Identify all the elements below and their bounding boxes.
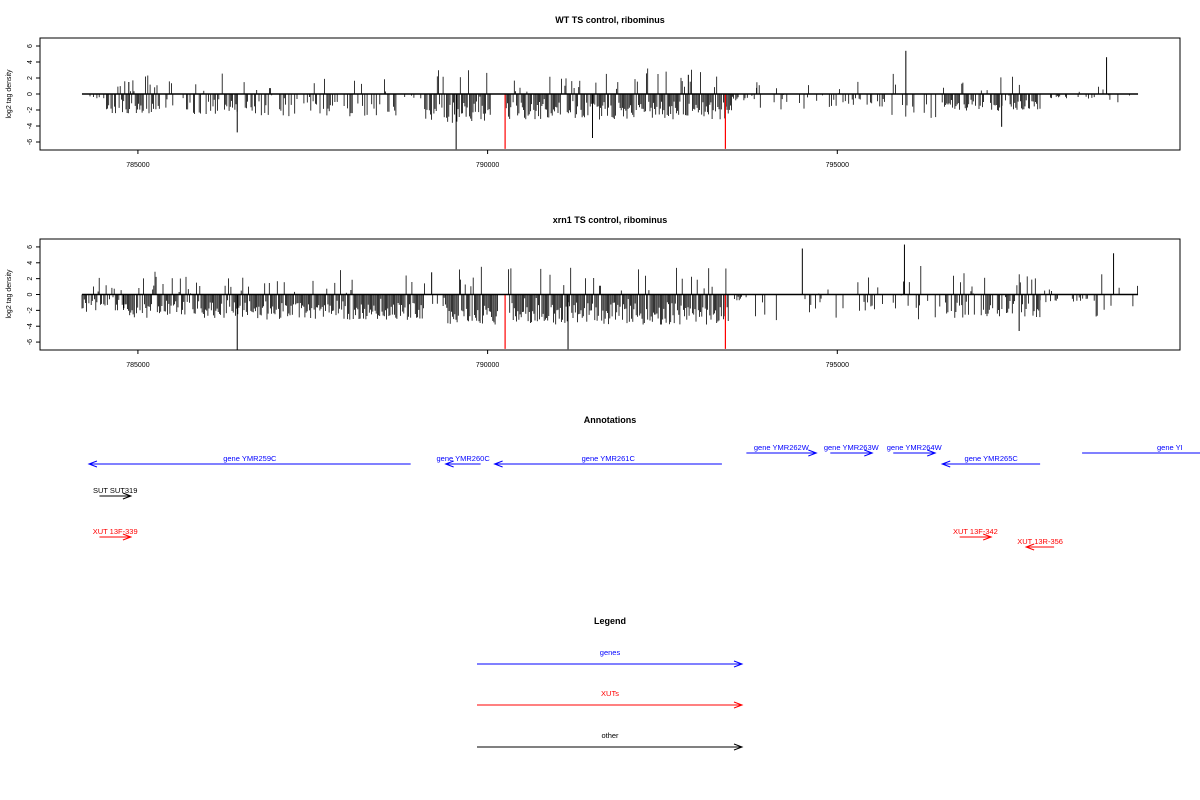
arrowhead bbox=[927, 449, 937, 457]
annotation-feature: gene YMR265C bbox=[940, 454, 1041, 468]
panel-wt-ts-control: WT TS control, ribominus log2 tag densit… bbox=[6, 15, 1181, 169]
legend-entry: genes bbox=[477, 648, 744, 668]
feature-label: gene YMR263W bbox=[824, 443, 880, 452]
panel-2-markers bbox=[504, 294, 726, 349]
panel-1-y-axis: -6 -4 -2 0 2 4 6 bbox=[27, 44, 40, 145]
arrowhead bbox=[982, 533, 993, 541]
legend-entry: XUTs bbox=[477, 689, 744, 709]
arrowhead bbox=[1024, 543, 1035, 551]
y-tick-label: 6 bbox=[27, 44, 34, 48]
annotation-feature: XUT 13R-356 bbox=[1017, 537, 1063, 551]
panel-xrn1-ts-control: xrn1 TS control, ribominus log2 tag dens… bbox=[6, 215, 1181, 369]
y-tick-label: -4 bbox=[27, 123, 34, 129]
feature-label: XUT 13F-339 bbox=[93, 527, 138, 536]
y-tick-label: -2 bbox=[27, 107, 34, 113]
panel-2-x-axis: 785000 790000 795000 bbox=[126, 350, 849, 369]
annotation-feature: XUT 13F-342 bbox=[953, 527, 998, 541]
annotation-track: gene YMR259C gene YMR260C gene YMR261C gene… bbox=[87, 443, 1200, 551]
legend-title: Legend bbox=[594, 616, 626, 626]
arrowhead bbox=[122, 533, 133, 541]
panel-1-title: WT TS control, ribominus bbox=[555, 15, 665, 25]
panel-2-peaks bbox=[236, 244, 1115, 350]
x-tick-label: 790000 bbox=[476, 162, 499, 169]
arrowhead bbox=[87, 460, 98, 468]
y-tick-label: 0 bbox=[27, 292, 34, 296]
annotation-feature: gene YI bbox=[1082, 443, 1200, 454]
y-tick-label: -2 bbox=[27, 307, 34, 313]
feature-label: gene YMR261C bbox=[582, 454, 636, 463]
x-tick-label: 790000 bbox=[476, 362, 499, 369]
y-tick-label: -6 bbox=[27, 339, 34, 345]
y-tick-label: 6 bbox=[27, 245, 34, 249]
y-tick-label: -6 bbox=[27, 139, 34, 145]
legend-entry-label: other bbox=[601, 731, 619, 740]
annotation-feature: gene YMR263W bbox=[824, 443, 880, 457]
panel-1-markers bbox=[504, 94, 726, 149]
legend-entry: other bbox=[477, 731, 744, 751]
panel-2-title: xrn1 TS control, ribominus bbox=[553, 215, 668, 225]
annotation-feature: XUT 13F-339 bbox=[93, 527, 138, 541]
feature-label: gene YI bbox=[1157, 443, 1183, 452]
y-tick-label: 4 bbox=[27, 60, 34, 64]
y-tick-label: 0 bbox=[27, 92, 34, 96]
feature-label: gene YMR264W bbox=[887, 443, 943, 452]
annotation-feature: gene YMR259C bbox=[87, 454, 411, 468]
feature-label: gene YMR260C bbox=[437, 454, 491, 463]
x-tick-label: 785000 bbox=[126, 362, 149, 369]
panel-2-y-axis: -6 -4 -2 0 2 4 6 bbox=[27, 245, 40, 345]
panel-1-ylabel: log2 tag density bbox=[6, 69, 13, 119]
annotation-feature: gene YMR264W bbox=[887, 443, 943, 457]
panel-1-x-axis: 785000 790000 795000 bbox=[126, 150, 849, 169]
legend: genes XUTs other bbox=[477, 648, 744, 751]
panel-1-peaks bbox=[128, 50, 1108, 150]
arrowhead bbox=[733, 743, 744, 751]
feature-label: gene YMR259C bbox=[223, 454, 277, 463]
panel-1-bars bbox=[89, 68, 1130, 123]
arrowhead bbox=[493, 460, 503, 468]
feature-label: gene YMR265C bbox=[965, 454, 1019, 463]
arrowhead bbox=[733, 660, 744, 668]
annotation-feature: gene YMR260C bbox=[437, 454, 491, 468]
x-tick-label: 795000 bbox=[826, 162, 849, 169]
arrowhead bbox=[808, 449, 818, 457]
arrowhead bbox=[733, 701, 744, 709]
arrowhead bbox=[444, 460, 454, 468]
arrowhead bbox=[864, 449, 874, 457]
annotations-title: Annotations bbox=[584, 415, 637, 425]
arrowhead bbox=[940, 460, 951, 468]
x-tick-label: 795000 bbox=[826, 362, 849, 369]
feature-label: SUT SUT319 bbox=[93, 486, 137, 495]
feature-label: gene YMR262W bbox=[754, 443, 810, 452]
y-tick-label: 2 bbox=[27, 76, 34, 80]
feature-label: XUT 13F-342 bbox=[953, 527, 998, 536]
legend-entry-label: XUTs bbox=[601, 689, 619, 698]
y-tick-label: -4 bbox=[27, 323, 34, 329]
legend-entry-label: genes bbox=[600, 648, 621, 657]
y-tick-label: 2 bbox=[27, 277, 34, 281]
panel-2-bars bbox=[81, 266, 1138, 325]
annotation-feature: SUT SUT319 bbox=[93, 486, 137, 500]
panel-2-ylabel: log2 tag density bbox=[6, 269, 13, 319]
x-tick-label: 785000 bbox=[126, 162, 149, 169]
y-tick-label: 4 bbox=[27, 261, 34, 265]
feature-label: XUT 13R-356 bbox=[1017, 537, 1063, 546]
annotation-feature: gene YMR262W bbox=[746, 443, 818, 457]
arrowhead bbox=[122, 492, 133, 500]
annotation-feature: gene YMR261C bbox=[493, 454, 722, 468]
